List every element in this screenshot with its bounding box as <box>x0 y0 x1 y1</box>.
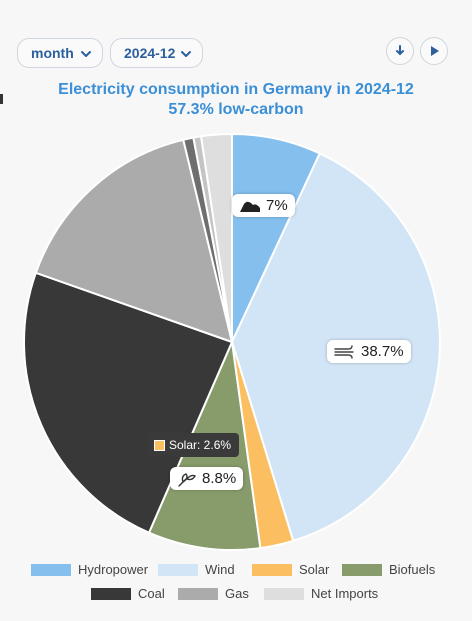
pie-slice-gas[interactable] <box>34 138 234 344</box>
legend-swatch <box>252 563 292 576</box>
tooltip-text: Solar: 2.6% <box>169 438 232 452</box>
date-select[interactable]: 2024-12 <box>110 38 203 68</box>
play-icon <box>431 46 439 56</box>
legend-item-wind[interactable]: Wind <box>158 562 235 577</box>
period-select[interactable]: month <box>17 38 103 68</box>
slice-label-text: 7% <box>266 197 288 214</box>
legend-label: Coal <box>138 586 165 601</box>
download-icon <box>396 45 404 56</box>
legend-label: Biofuels <box>389 562 436 577</box>
legend-label: Hydropower <box>78 562 149 577</box>
legend-item-coal[interactable]: Coal <box>91 586 165 601</box>
slice-label-wind: 38.7% <box>327 340 411 363</box>
slice-label-text: 8.8% <box>202 470 237 487</box>
legend-swatch <box>158 563 198 576</box>
pie-slice-net-imports[interactable] <box>199 132 233 343</box>
chevron-down-icon <box>181 51 191 57</box>
pie-slice-coal[interactable] <box>23 271 234 535</box>
edge-marker <box>0 94 3 104</box>
chart-subtitle: 57.3% low-carbon <box>168 101 304 118</box>
play-button[interactable] <box>420 37 448 65</box>
legend-label: Solar <box>299 562 330 577</box>
legend-swatch <box>31 563 71 576</box>
slice-label-text: 38.7% <box>361 343 404 360</box>
legend-swatch <box>178 587 218 600</box>
date-select-value: 2024-12 <box>124 45 176 61</box>
slice-tooltip: Solar: 2.6% <box>148 433 240 457</box>
hydro-dam-icon <box>240 201 260 212</box>
legend-swatch <box>342 563 382 576</box>
chevron-down-icon <box>81 51 91 57</box>
legend-item-net-imports[interactable]: Net Imports <box>264 586 378 601</box>
legend-item-hydropower[interactable]: Hydropower <box>31 562 148 577</box>
legend-item-gas[interactable]: Gas <box>178 586 249 601</box>
tooltip-swatch <box>154 439 165 451</box>
slice-label-hydropower: 7% <box>232 194 295 217</box>
legend-label: Wind <box>205 562 235 577</box>
legend-label: Gas <box>225 586 249 601</box>
slice-label-biofuels: 8.8% <box>170 467 244 490</box>
legend-item-solar[interactable]: Solar <box>252 562 329 577</box>
download-button[interactable] <box>386 37 414 65</box>
legend-swatch <box>264 587 304 600</box>
legend-swatch <box>91 587 131 600</box>
chart-title: Electricity consumption in Germany in 20… <box>58 81 414 98</box>
biofuel-leaf-icon <box>178 472 196 487</box>
toolbar: month 2024-12 <box>0 0 472 70</box>
legend-row-2: Coal Gas Net Imports <box>0 586 472 606</box>
legend-label: Net Imports <box>311 586 379 601</box>
legend-item-biofuels[interactable]: Biofuels <box>342 562 435 577</box>
legend-row-1: Hydropower Wind Solar Biofuels <box>0 562 472 582</box>
period-select-value: month <box>31 45 74 61</box>
wind-icon <box>334 344 354 359</box>
